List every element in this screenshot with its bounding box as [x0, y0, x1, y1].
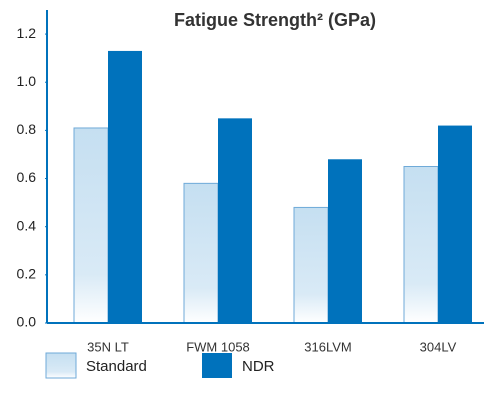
x-tick-label: 35N LT [87, 339, 129, 354]
legend-swatch [202, 353, 232, 378]
y-tick-label: 0.8 [17, 121, 37, 137]
y-tick-label: 0.6 [17, 169, 37, 185]
bar [328, 159, 362, 323]
legend-label: Standard [86, 358, 147, 375]
bar [183, 182, 219, 324]
y-tick-label: 1.2 [17, 25, 37, 41]
bar [403, 166, 439, 324]
legend-label: NDR [242, 358, 275, 375]
x-tick-label: 304LV [420, 339, 457, 354]
y-tick-label: 1.0 [17, 73, 37, 89]
chart-title: Fatigue Strength² (GPa) [174, 10, 376, 30]
legend-swatch [45, 352, 77, 379]
bar [218, 118, 252, 323]
bar [108, 50, 142, 323]
y-tick-label: 0.2 [17, 266, 37, 282]
y-tick-label: 0.4 [17, 217, 37, 233]
bar [438, 125, 472, 323]
y-tick-label: 0.0 [17, 314, 37, 330]
x-tick-label: 316LVM [304, 339, 351, 354]
x-tick-label: FWM 1058 [186, 339, 250, 354]
bar [293, 206, 329, 324]
bar [73, 127, 109, 324]
